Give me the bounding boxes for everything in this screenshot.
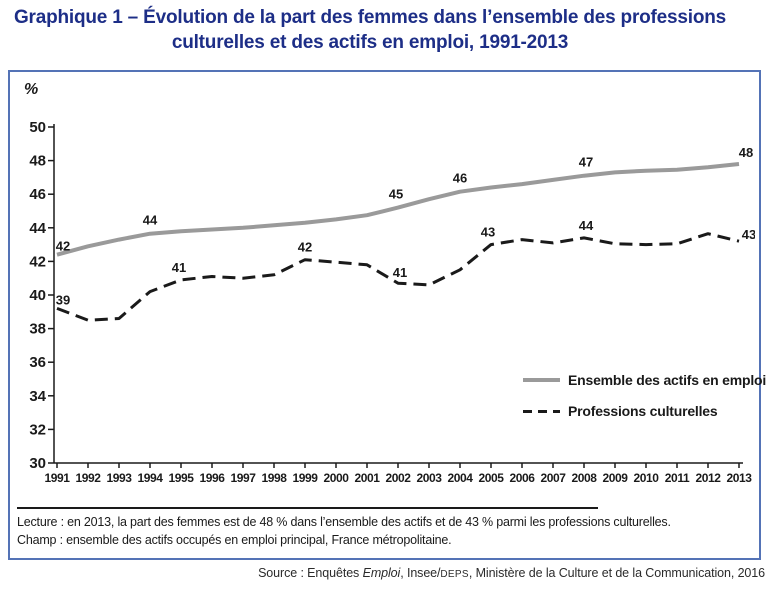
data-point-label: 43 [481, 225, 495, 240]
source-mid: , Insee/ [400, 566, 441, 580]
x-tick-label: 2009 [602, 471, 628, 485]
data-point-label: 47 [579, 155, 593, 170]
x-tick-label: 2007 [540, 471, 566, 485]
x-tick-label: 2002 [385, 471, 411, 485]
figure-box: % 30 32 34 36 38 40 42 44 46 48 50 1991 1992 1993 1994 1… [8, 70, 766, 560]
y-tick-label: 50 [29, 119, 46, 136]
y-tick-label: 42 [29, 253, 46, 270]
y-tick-label: 36 [29, 354, 46, 371]
y-tick-label: 32 [29, 421, 46, 438]
y-tick-label: 34 [29, 388, 46, 405]
x-tick-label: 2001 [354, 471, 380, 485]
data-point-label: 39 [56, 292, 70, 307]
y-tick-label: 46 [29, 186, 46, 203]
x-tick-label: 1997 [230, 471, 256, 485]
note-champ: Champ : ensemble des actifs occupés en e… [17, 533, 452, 547]
data-point-label: 45 [389, 187, 403, 202]
data-point-label: 42 [298, 240, 312, 255]
x-tick-label: 2011 [665, 471, 690, 485]
solid-line-swatch [523, 378, 560, 382]
data-point-label: 46 [453, 171, 467, 186]
legend-item-culturelles: Professions culturelles [523, 402, 766, 420]
dashed-line-swatch [523, 409, 560, 413]
line-chart: % 30 32 34 36 38 40 42 44 46 48 50 1991 1992 1993 1994 1… [24, 81, 755, 485]
chart-legend: Ensemble des actifs en emploi Profession… [523, 371, 766, 433]
data-point-label: 41 [172, 260, 186, 275]
x-tick-label: 2005 [478, 471, 504, 485]
series-line-culturelles [56, 232, 740, 322]
data-point-label: 41 [393, 265, 407, 280]
x-tick-label: 2003 [416, 471, 442, 485]
x-tick-label: 1994 [137, 471, 163, 485]
x-tick-label: 2000 [323, 471, 349, 485]
legend-label-culturelles: Professions culturelles [568, 403, 718, 419]
x-tick-label: 2010 [633, 471, 659, 485]
figure-notes: Lecture : en 2013, la part des femmes es… [17, 513, 752, 549]
x-tick-label: 1993 [106, 471, 132, 485]
x-tick-label: 2008 [571, 471, 597, 485]
source-italic: Emploi [362, 566, 401, 580]
x-tick-label: 1995 [168, 471, 194, 485]
y-axis-unit-label: % [24, 81, 38, 98]
series-line-actifs [56, 162, 740, 257]
x-tick-label: 1999 [292, 471, 318, 485]
data-point-label: 48 [739, 145, 753, 160]
source-prefix: Source : Enquêtes [258, 566, 363, 580]
x-tick-label: 2012 [695, 471, 721, 485]
y-tick-label: 48 [29, 153, 46, 170]
x-tick-label: 2004 [447, 471, 473, 485]
data-point-label: 44 [579, 218, 594, 233]
data-point-label: 42 [56, 239, 70, 254]
y-tick-label: 40 [29, 287, 46, 304]
data-point-label: 44 [143, 213, 158, 228]
y-tick-label: 44 [29, 220, 46, 237]
figure-title: Graphique 1 – Évolution de la part des f… [0, 5, 740, 55]
x-tick-label: 2006 [509, 471, 535, 485]
notes-divider [17, 507, 598, 509]
x-tick-label: 1998 [261, 471, 287, 485]
x-tick-label: 1991 [44, 471, 70, 485]
figure-title-line1: Graphique 1 – Évolution de la part des f… [13, 7, 727, 28]
legend-item-actifs: Ensemble des actifs en emploi [523, 371, 766, 389]
source-line: Source : Enquêtes Emploi, Insee/DEPS, Mi… [258, 566, 765, 580]
y-tick-label: 38 [29, 321, 46, 338]
figure-title-line2: culturelles et des actifs en emploi, 199… [171, 32, 569, 53]
x-tick-label: 1992 [75, 471, 101, 485]
data-point-label: 43 [742, 227, 755, 242]
note-lecture: Lecture : en 2013, la part des femmes es… [17, 515, 671, 529]
x-tick-label: 2013 [726, 471, 752, 485]
source-smallcaps: DEPS [440, 569, 469, 580]
source-suffix: , Ministère de la Culture et de la Commu… [468, 566, 765, 580]
y-tick-label: 30 [29, 455, 46, 472]
legend-label-actifs: Ensemble des actifs en emploi [568, 372, 767, 388]
x-tick-label: 1996 [199, 471, 225, 485]
